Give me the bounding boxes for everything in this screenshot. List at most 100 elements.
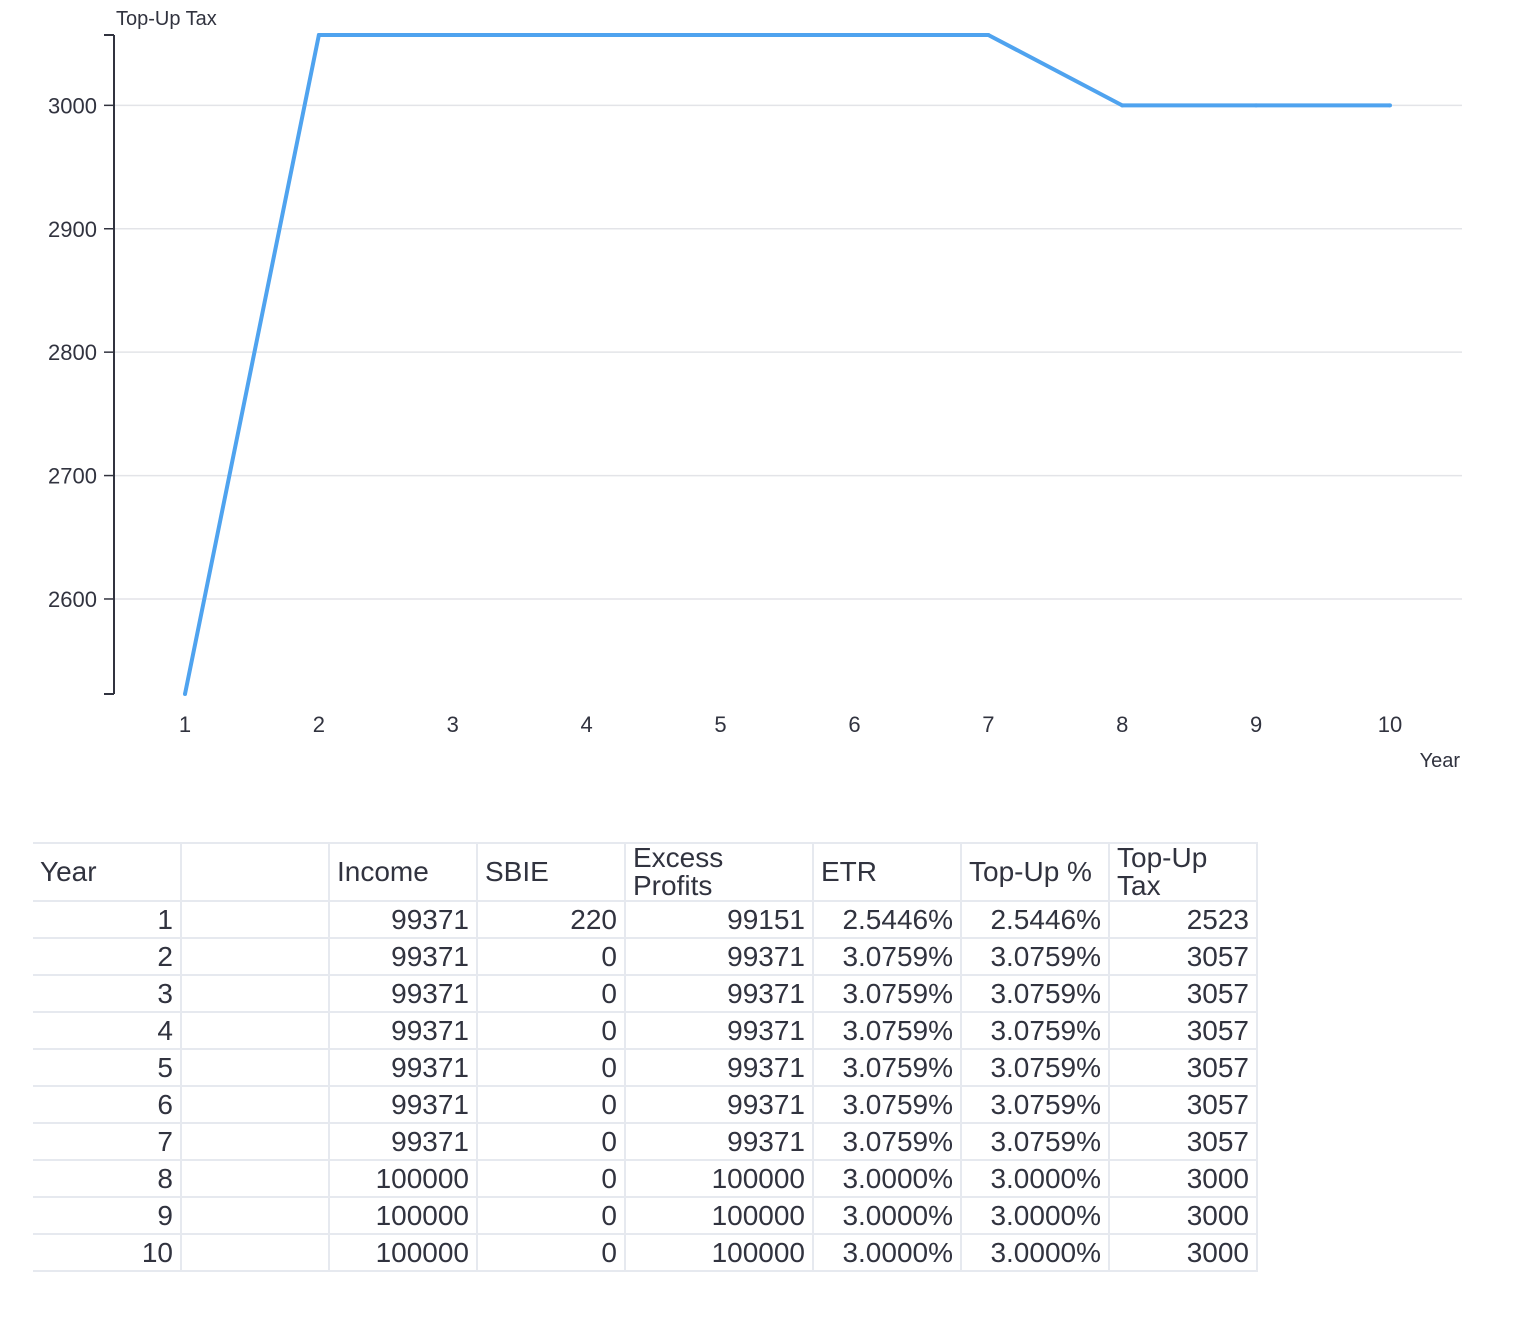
table-cell: 99371: [624, 1048, 814, 1087]
table-cell: 99371: [624, 1011, 814, 1050]
table-cell: [180, 1048, 330, 1087]
header-row: Year Income SBIE Excess Profits ETR Top-Up % T…: [33, 842, 1258, 902]
y-tick-label: 2600: [48, 587, 97, 612]
table-cell: 3.0000%: [960, 1159, 1110, 1198]
table-cell: 3057: [1108, 1085, 1258, 1124]
table-cell: [180, 900, 330, 939]
table-cell: 0: [476, 1233, 626, 1272]
chart-svg: 2600 2700 2800 2900 3000 Top-Up Tax Year 1 2 3 4 5 6…: [48, 8, 1462, 772]
table-row: 1 99371 220 99151 2.5446% 2.5446% 2523: [33, 900, 1258, 939]
data-point: [1120, 103, 1125, 108]
table-cell: 3.0759%: [960, 1085, 1110, 1124]
table-cell: 3057: [1108, 1011, 1258, 1050]
data-point: [316, 33, 321, 37]
data-point: [986, 33, 991, 37]
table-cell: 10: [33, 1233, 182, 1272]
table-cell: 99371: [328, 974, 478, 1013]
table-cell: 2: [33, 937, 182, 976]
column-header: SBIE: [476, 842, 626, 902]
table-cell: 4: [33, 1011, 182, 1050]
y-tick-label: 2800: [48, 340, 97, 365]
table-cell: 3057: [1108, 974, 1258, 1013]
table-cell: 220: [476, 900, 626, 939]
table-cell: 3.0759%: [812, 1011, 962, 1050]
table-row: 6 99371 0 99371 3.0759% 3.0759% 3057: [33, 1085, 1258, 1124]
table-cell: 100000: [624, 1159, 814, 1198]
data-point: [718, 33, 723, 37]
table-cell: [180, 1085, 330, 1124]
table-cell: 100000: [328, 1159, 478, 1198]
data-table-container: Year Income SBIE Excess Profits ETR Top-Up % T…: [33, 842, 1258, 1272]
column-header: Year: [33, 842, 182, 902]
table-cell: 3000: [1108, 1233, 1258, 1272]
x-tick-label: 7: [982, 712, 994, 737]
table-cell: 8: [33, 1159, 182, 1198]
table-cell: 99371: [328, 900, 478, 939]
data-point: [1388, 103, 1392, 108]
table-cell: 0: [476, 1122, 626, 1161]
y-tick-label: 2900: [48, 217, 97, 242]
table-cell: 3.0759%: [812, 1048, 962, 1087]
table-cell: 3.0759%: [812, 974, 962, 1013]
table-cell: 100000: [624, 1233, 814, 1272]
y-tick-label: 2700: [48, 464, 97, 489]
column-header: Top-Up Tax: [1108, 842, 1258, 902]
table-row: 3 99371 0 99371 3.0759% 3.0759% 3057: [33, 974, 1258, 1013]
table-cell: 100000: [624, 1196, 814, 1235]
table-header: Year Income SBIE Excess Profits ETR Top-Up % T…: [33, 842, 1258, 902]
table-cell: 3.0759%: [960, 1011, 1110, 1050]
table-row: 5 99371 0 99371 3.0759% 3.0759% 3057: [33, 1048, 1258, 1087]
table-cell: 99371: [624, 1085, 814, 1124]
table-cell: 100000: [328, 1233, 478, 1272]
x-tick-label: 4: [581, 712, 593, 737]
table-cell: 5: [33, 1048, 182, 1087]
table-cell: 99371: [624, 974, 814, 1013]
table-cell: 6: [33, 1085, 182, 1124]
table-body: 1 99371 220 99151 2.5446% 2.5446% 2523 2 99371 0 9…: [33, 900, 1258, 1272]
series-line: [183, 33, 1390, 695]
table-cell: 0: [476, 1196, 626, 1235]
table-cell: 3000: [1108, 1196, 1258, 1235]
x-axis-title: Year: [1420, 750, 1461, 772]
data-point: [584, 33, 589, 37]
table-row: 8 100000 0 100000 3.0000% 3.0000% 3000: [33, 1159, 1258, 1198]
table-row: 9 100000 0 100000 3.0000% 3.0000% 3000: [33, 1196, 1258, 1235]
table-cell: 3.0759%: [960, 937, 1110, 976]
table-cell: 3.0000%: [812, 1196, 962, 1235]
x-tick-label: 8: [1116, 712, 1128, 737]
table-row: 10 100000 0 100000 3.0000% 3.0000% 3000: [33, 1233, 1258, 1272]
table-cell: 9: [33, 1196, 182, 1235]
table-cell: [180, 1122, 330, 1161]
table-cell: 3000: [1108, 1159, 1258, 1198]
table-cell: 3.0759%: [960, 1048, 1110, 1087]
table-row: 7 99371 0 99371 3.0759% 3.0759% 3057: [33, 1122, 1258, 1161]
table-cell: 3.0759%: [812, 1122, 962, 1161]
column-header: [180, 842, 330, 902]
column-header: Top-Up %: [960, 842, 1110, 902]
x-tick-label: 5: [714, 712, 726, 737]
column-header: ETR: [812, 842, 962, 902]
table-cell: 0: [476, 937, 626, 976]
table-cell: 3.0759%: [960, 974, 1110, 1013]
table-cell: 0: [476, 974, 626, 1013]
y-tick-label: 3000: [48, 93, 97, 118]
data-point: [450, 33, 455, 37]
table-cell: 3.0000%: [812, 1233, 962, 1272]
table-cell: [180, 1011, 330, 1050]
x-tick-label: 1: [179, 712, 191, 737]
data-point: [183, 692, 187, 696]
table-cell: 3.0000%: [960, 1233, 1110, 1272]
table-cell: 2.5446%: [812, 900, 962, 939]
table-row: 4 99371 0 99371 3.0759% 3.0759% 3057: [33, 1011, 1258, 1050]
table-cell: 7: [33, 1122, 182, 1161]
table-cell: [180, 937, 330, 976]
table-cell: 99371: [624, 1122, 814, 1161]
chart-canvas: 2600 2700 2800 2900 3000 Top-Up Tax Year 1 2 3 4 5 6…: [48, 8, 1462, 772]
line-chart: 2600 2700 2800 2900 3000 Top-Up Tax Year 1 2 3 4 5 6…: [48, 8, 1462, 772]
table-cell: 3057: [1108, 937, 1258, 976]
table-cell: [180, 1159, 330, 1198]
table-cell: [180, 1233, 330, 1272]
table-cell: 99371: [328, 1048, 478, 1087]
data-point: [1254, 103, 1259, 108]
table-cell: 0: [476, 1159, 626, 1198]
